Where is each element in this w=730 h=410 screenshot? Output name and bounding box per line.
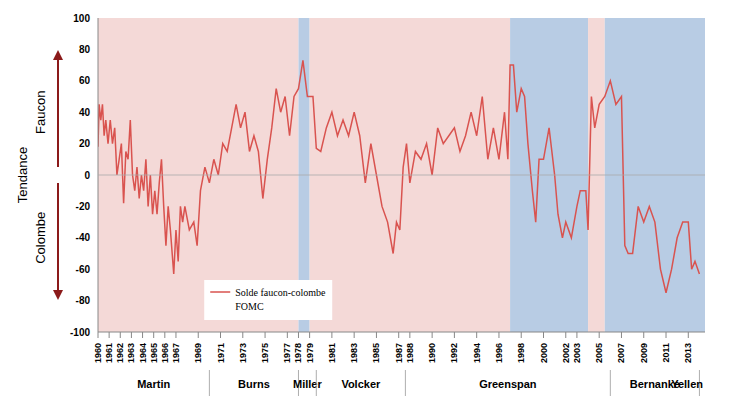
svg-text:Solde faucon-colombeFOMC: Solde faucon-colombeFOMC — [235, 287, 326, 312]
svg-text:1985: 1985 — [371, 343, 381, 363]
svg-text:1987: 1987 — [394, 343, 404, 363]
svg-text:1962: 1962 — [115, 343, 125, 363]
svg-text:Colombe: Colombe — [34, 212, 49, 264]
svg-text:2002: 2002 — [561, 343, 571, 363]
svg-text:1981: 1981 — [327, 343, 337, 363]
svg-text:-40: -40 — [76, 232, 91, 243]
svg-text:2005: 2005 — [594, 343, 604, 363]
svg-text:1979: 1979 — [305, 343, 315, 363]
svg-text:-60: -60 — [76, 264, 91, 275]
svg-text:1983: 1983 — [349, 343, 359, 363]
svg-text:1988: 1988 — [405, 343, 415, 363]
svg-text:1963: 1963 — [126, 343, 136, 363]
svg-text:Yellen: Yellen — [671, 378, 703, 390]
svg-text:0: 0 — [84, 170, 90, 181]
svg-text:-20: -20 — [76, 201, 91, 212]
svg-text:-80: -80 — [76, 295, 91, 306]
svg-text:2009: 2009 — [639, 343, 649, 363]
svg-text:Burns: Burns — [238, 378, 270, 390]
svg-text:2011: 2011 — [661, 343, 671, 363]
svg-text:Miller: Miller — [293, 378, 322, 390]
svg-text:Greenspan: Greenspan — [479, 378, 537, 390]
svg-text:2007: 2007 — [616, 343, 626, 363]
svg-text:1967: 1967 — [171, 343, 181, 363]
svg-text:1973: 1973 — [238, 343, 248, 363]
svg-text:1964: 1964 — [138, 343, 148, 363]
svg-text:1966: 1966 — [160, 343, 170, 363]
svg-text:1960: 1960 — [93, 343, 103, 363]
svg-text:-100: -100 — [70, 327, 90, 338]
svg-text:1990: 1990 — [427, 343, 437, 363]
svg-text:Tendance: Tendance — [15, 147, 30, 203]
svg-text:1998: 1998 — [516, 343, 526, 363]
svg-text:Bernanke: Bernanke — [630, 378, 680, 390]
svg-text:1971: 1971 — [216, 343, 226, 363]
svg-text:2013: 2013 — [683, 343, 693, 363]
svg-text:1975: 1975 — [260, 343, 270, 363]
svg-text:Martin: Martin — [137, 378, 170, 390]
svg-text:2000: 2000 — [539, 343, 549, 363]
svg-text:1961: 1961 — [104, 343, 114, 363]
svg-text:80: 80 — [79, 44, 91, 55]
svg-text:1977: 1977 — [282, 343, 292, 363]
svg-text:1996: 1996 — [494, 343, 504, 363]
svg-text:1992: 1992 — [449, 343, 459, 363]
svg-text:60: 60 — [79, 75, 91, 86]
svg-text:40: 40 — [79, 107, 91, 118]
svg-text:20: 20 — [79, 138, 91, 149]
svg-text:2003: 2003 — [572, 343, 582, 363]
svg-text:1969: 1969 — [193, 343, 203, 363]
svg-text:Volcker: Volcker — [341, 378, 381, 390]
svg-text:1978: 1978 — [293, 343, 303, 363]
svg-text:1965: 1965 — [149, 343, 159, 363]
svg-text:100: 100 — [73, 13, 90, 24]
svg-text:Faucon: Faucon — [34, 91, 49, 134]
svg-text:1994: 1994 — [472, 343, 482, 363]
